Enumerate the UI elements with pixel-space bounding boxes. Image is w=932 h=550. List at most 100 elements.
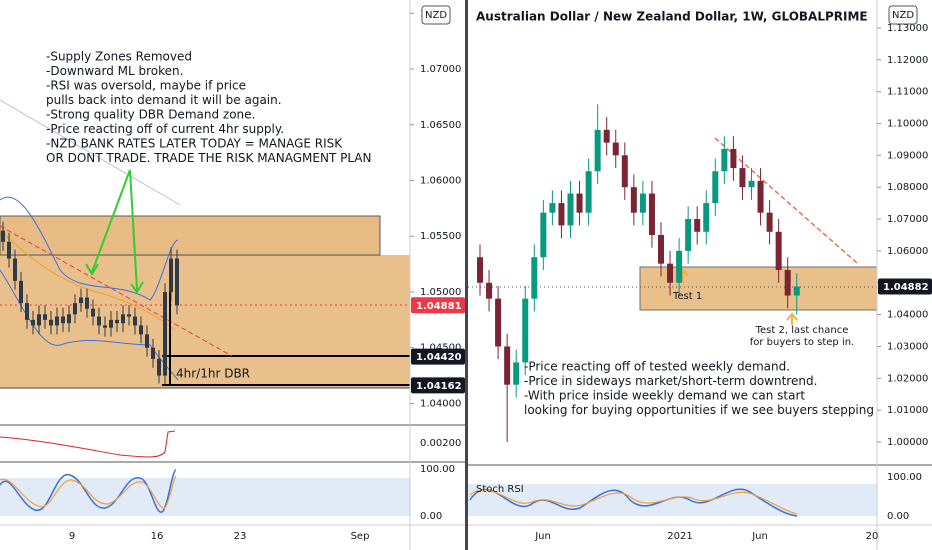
- trend-line: [0, 99, 181, 206]
- y-tick-label: 1.11000: [887, 87, 928, 98]
- y-tick-label: 1.06500: [420, 120, 461, 131]
- annotation-text: -Strong quality DBR Demand zone.: [46, 108, 255, 122]
- candle-body: [67, 314, 71, 324]
- price-label: 1.04420: [416, 352, 462, 363]
- candle-body: [694, 219, 701, 232]
- price-badge: [411, 297, 465, 314]
- annotation-text: -Price reacting off of tested weekly dem…: [524, 360, 790, 374]
- candle-body: [784, 270, 791, 296]
- x-tick-label: 20: [866, 531, 879, 542]
- candle-body: [585, 171, 592, 213]
- candle-body: [594, 129, 601, 172]
- candle-body: [73, 303, 77, 315]
- candle-body: [793, 286, 800, 296]
- x-tick-label: 9: [69, 531, 75, 542]
- y-tick-label: 1.08000: [887, 182, 928, 193]
- y-tick-label: 1.07000: [420, 64, 461, 75]
- candle-body: [103, 325, 107, 328]
- annotation-text: -Price in sideways market/short-term dow…: [524, 374, 817, 388]
- moving-average: [0, 229, 176, 331]
- stoch-k: [0, 469, 177, 513]
- currency-badge: [421, 5, 451, 25]
- candle-body: [648, 193, 655, 235]
- candle-body: [721, 148, 728, 172]
- indicator-tick-label: 0.00200: [420, 438, 461, 449]
- candle-body: [115, 319, 119, 324]
- candle-body: [513, 362, 520, 385]
- candle-body: [163, 291, 167, 376]
- candle-body: [676, 250, 683, 283]
- stoch-band: [468, 484, 877, 516]
- annotation-text: -Price reacting off of current 4hr suppl…: [46, 122, 284, 136]
- candle-body: [531, 257, 538, 299]
- candle-body: [658, 234, 664, 264]
- annotation-text: -NZD BANK RATES LATER TODAY = MANAGE RIS…: [46, 137, 343, 151]
- candle-body: [603, 129, 610, 143]
- y-tick-label: 1.04000: [887, 310, 928, 321]
- y-tick-label: 1.05500: [420, 231, 461, 242]
- y-tick-label: 1.13000: [887, 23, 928, 34]
- candle-body: [612, 142, 619, 156]
- arrow-head: [85, 263, 144, 294]
- candle-body: [97, 316, 101, 326]
- trend-line: [0, 225, 233, 357]
- zone-label: 4hr/1hr DBR: [176, 367, 250, 381]
- candle-body: [522, 298, 529, 363]
- arrow: [786, 312, 798, 325]
- candle-body: [567, 193, 574, 226]
- annotation-text: looking for buying opportunities if we s…: [524, 403, 874, 417]
- x-tick-label: Sep: [351, 531, 370, 542]
- x-tick-label: 23: [234, 531, 247, 542]
- panel-divider: [465, 0, 468, 550]
- y-tick-label: 1.09000: [887, 150, 928, 161]
- annotation-text: -With price inside weekly demand we can …: [524, 389, 805, 403]
- x-tick-label: 16: [151, 531, 164, 542]
- annotation-text: -Supply Zones Removed: [46, 50, 192, 64]
- price-label: 1.04162: [416, 381, 462, 392]
- y-tick-label: 1.12000: [887, 55, 928, 66]
- price-label: 1.04881: [416, 301, 462, 312]
- candle-body: [766, 212, 773, 232]
- candle-body: [775, 231, 782, 271]
- candle-body: [157, 358, 161, 376]
- price-label: 1.04882: [883, 282, 929, 293]
- candle-body: [79, 297, 83, 304]
- candle-body: [576, 193, 583, 213]
- candle-body: [127, 314, 131, 317]
- annotation-text: Test 1: [672, 291, 702, 302]
- candle-body: [37, 314, 41, 326]
- candle-body: [19, 280, 23, 304]
- currency-label: NZD: [892, 10, 914, 21]
- demand-zone: [639, 266, 878, 311]
- candle-body: [151, 347, 155, 359]
- candle-body: [109, 319, 113, 328]
- stoch-label: Stoch RSI: [476, 484, 524, 495]
- candle-body: [667, 263, 674, 283]
- candle-body: [639, 193, 646, 213]
- candle-body: [133, 316, 137, 326]
- y-tick-label: 1.03000: [887, 341, 928, 352]
- y-tick-label: 1.05000: [420, 287, 461, 298]
- candle-body: [748, 180, 755, 188]
- candle-body: [549, 203, 556, 213]
- y-tick-label: 1.04000: [420, 398, 461, 409]
- candle-body: [139, 325, 143, 335]
- currency-label: NZD: [425, 10, 447, 21]
- price-badge: [411, 377, 465, 394]
- band-upper: [0, 196, 179, 301]
- chart-title: Australian Dollar / New Zealand Dollar, …: [476, 10, 868, 24]
- candle-body: [49, 319, 53, 326]
- annotation-text: OR DONT TRADE. TRADE THE RISK MANAGMENT …: [46, 151, 371, 165]
- candle-body: [61, 316, 65, 324]
- candle-body: [703, 203, 710, 232]
- stoch-d: [0, 475, 177, 509]
- candle-body: [712, 171, 719, 204]
- candle-body: [1, 230, 5, 242]
- candle-body: [169, 258, 173, 292]
- indicator-line: [0, 430, 176, 458]
- candle-body: [145, 334, 149, 348]
- candle-body: [540, 212, 547, 258]
- y-tick-label: 1.02000: [887, 373, 928, 384]
- stoch-tick-label: 0.00: [420, 511, 442, 522]
